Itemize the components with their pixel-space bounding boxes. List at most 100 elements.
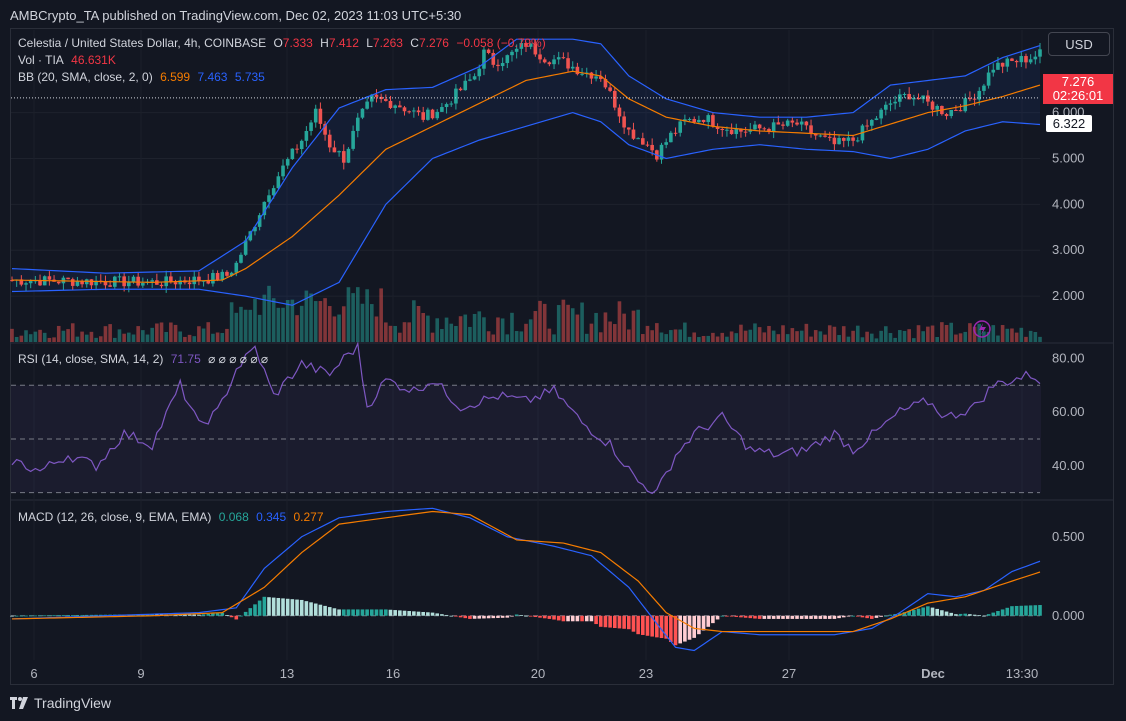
candle-body — [295, 148, 299, 150]
currency-button[interactable]: USD — [1048, 32, 1110, 56]
candle-body — [164, 276, 168, 287]
candle-body — [1000, 62, 1005, 67]
candle-body — [1024, 56, 1028, 63]
volume-bar — [528, 319, 533, 342]
candle-body — [215, 272, 220, 281]
volume-bar — [70, 323, 75, 342]
volume-bar — [33, 331, 38, 342]
macd-histogram-bar — [426, 612, 430, 616]
volume-bar — [898, 330, 902, 342]
candle-body — [318, 108, 323, 124]
time-tick-label: 20 — [531, 666, 545, 681]
volume-bar — [19, 335, 24, 342]
candle-body — [248, 231, 253, 241]
volume-bar — [678, 329, 682, 342]
volume-bar — [958, 333, 963, 342]
candle-body — [725, 129, 729, 131]
candle-body — [388, 100, 393, 108]
macd-histogram-bar — [725, 615, 729, 617]
time-tick-label: Dec — [921, 666, 945, 681]
volume-bar — [215, 332, 220, 342]
brand-name: TradingView — [34, 695, 112, 711]
macd-histogram-bar — [949, 612, 954, 616]
candle-body — [659, 144, 664, 160]
candle-body — [304, 130, 309, 141]
macd-histogram-bar — [711, 615, 715, 624]
volume-bar — [98, 336, 103, 342]
price-tick-label: 5.000 — [1052, 150, 1085, 165]
volume-bar — [538, 300, 542, 342]
macd-histogram-bar — [28, 615, 33, 617]
candle-body — [309, 122, 313, 131]
candle-body — [173, 282, 178, 285]
macd-histogram-bar — [416, 611, 421, 616]
grid-lines — [11, 30, 1113, 660]
candle-body — [257, 215, 262, 227]
macd-histogram-bar — [75, 615, 80, 616]
candle-body — [795, 122, 799, 125]
macd-histogram-bar — [608, 615, 612, 628]
volume-bar — [337, 314, 341, 342]
volume-bar — [725, 336, 729, 342]
macd-histogram-bar — [884, 615, 888, 617]
volume-bar — [790, 328, 795, 342]
volume-bar — [430, 332, 435, 342]
volume-bar — [393, 325, 397, 342]
candle-body — [351, 130, 355, 149]
candle-body — [552, 59, 556, 65]
candle-body — [706, 115, 711, 123]
candle-body — [66, 277, 70, 280]
volume-bar — [42, 332, 47, 342]
volume-bar — [556, 305, 561, 342]
candle-body — [89, 279, 94, 286]
volume-bar — [1038, 336, 1042, 342]
volume-bar — [879, 330, 883, 342]
volume-bar — [220, 333, 225, 342]
candle-body — [197, 276, 201, 282]
volume-bar — [888, 333, 893, 342]
volume-bar — [799, 330, 804, 342]
volume-bar — [561, 299, 566, 342]
volume-bar — [594, 312, 598, 342]
macd-histogram-bar — [902, 612, 907, 616]
candle-body — [346, 148, 351, 163]
volume-bar — [771, 330, 776, 342]
candle-body — [426, 109, 430, 120]
macd-histogram-bar — [748, 615, 753, 619]
volume-bar — [514, 331, 519, 342]
candle-body — [1005, 58, 1010, 67]
candle-body — [664, 142, 668, 145]
time-tick-label: 9 — [137, 666, 144, 681]
candle-body — [753, 124, 757, 130]
candle-body — [636, 138, 640, 140]
macd-line-value: 0.345 — [256, 510, 287, 524]
volume-bar — [248, 309, 253, 342]
candle-body — [589, 72, 594, 79]
macd-histogram-bar — [384, 609, 388, 616]
macd-histogram-bar — [211, 613, 215, 616]
macd-hist-value: 0.068 — [218, 510, 249, 524]
macd-histogram-bar — [365, 609, 369, 616]
macd-histogram-bar — [468, 615, 472, 619]
volume-bar — [584, 333, 589, 342]
macd-histogram-bar — [482, 615, 486, 619]
candle-body — [650, 144, 654, 151]
candle-body — [851, 137, 855, 141]
macd-histogram-bar — [561, 615, 566, 622]
macd-histogram-bar — [304, 601, 309, 616]
candle-body — [19, 279, 24, 285]
candle-body — [608, 87, 612, 91]
macd-histogram-bar — [220, 612, 225, 616]
bb-lower-value: 5.735 — [234, 70, 265, 84]
macd-histogram-bar — [781, 615, 785, 619]
volume-bar — [673, 329, 678, 342]
time-tick-label: 23 — [639, 666, 653, 681]
volume-bar — [346, 287, 351, 342]
bb-upper-value: 7.463 — [197, 70, 228, 84]
macd-histogram-bar — [145, 614, 150, 616]
candle-body — [963, 98, 968, 112]
time-tick-label: 6 — [30, 666, 37, 681]
macd-histogram-bar — [346, 609, 351, 616]
candle-body — [678, 121, 682, 133]
